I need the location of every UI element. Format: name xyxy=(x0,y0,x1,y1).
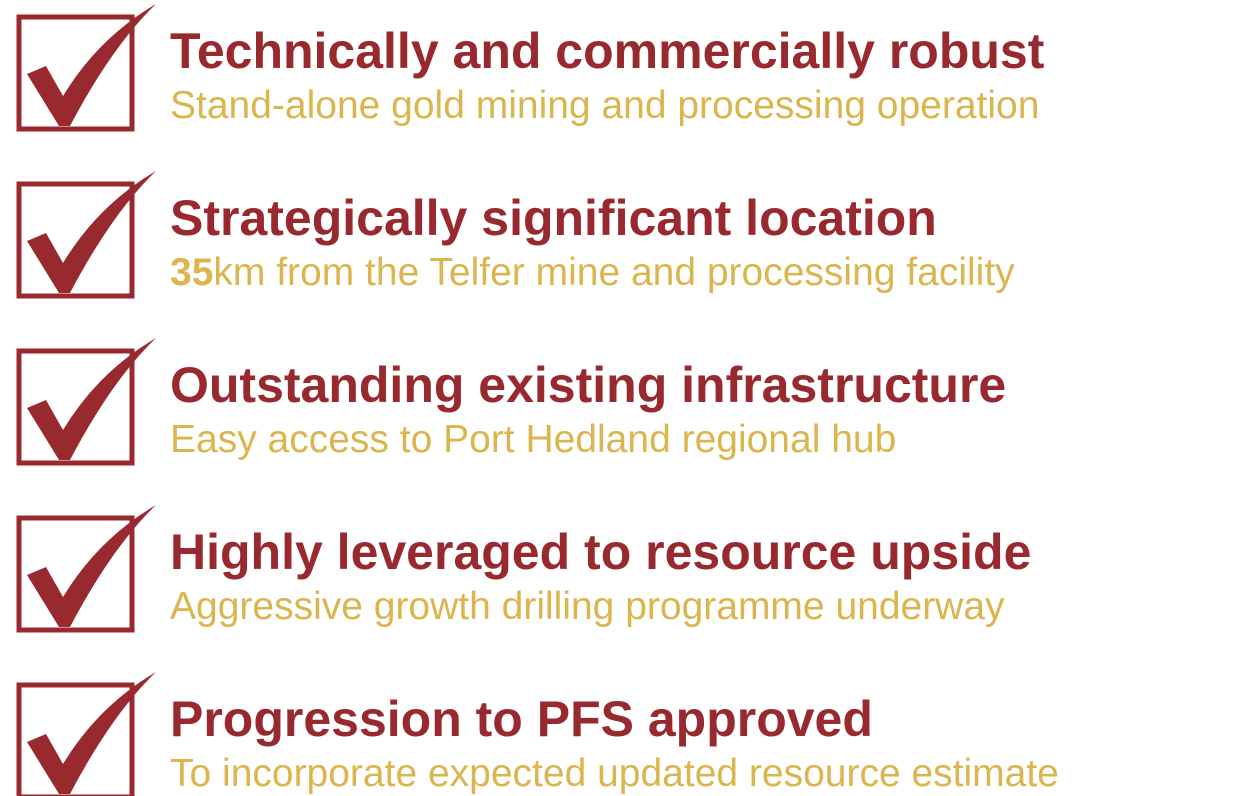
subtitle-text: Aggressive growth drilling programme und… xyxy=(170,585,1005,628)
check-mark xyxy=(27,672,156,794)
check-item: Strategically significant location 35km f… xyxy=(16,171,1015,299)
checkbox xyxy=(16,181,135,299)
check-item: Progression to PFS approved To incorporat… xyxy=(16,672,1059,796)
checkbox xyxy=(16,14,135,132)
item-heading: Strategically significant location xyxy=(170,190,937,246)
check-mark xyxy=(27,338,156,460)
subtitle-text: Stand-alone gold mining and processing o… xyxy=(170,84,1039,127)
subtitle-text: km from the Telfer mine and processing f… xyxy=(213,251,1015,294)
item-heading: Progression to PFS approved xyxy=(170,691,873,747)
item-heading: Highly leveraged to resource upside xyxy=(170,524,1031,580)
check-item: Highly leveraged to resource upside Aggre… xyxy=(16,505,1031,633)
check-item: Outstanding existing infrastructure Easy … xyxy=(16,338,1006,466)
item-heading: Technically and commercially robust xyxy=(170,23,1045,79)
item-subtitle: Easy access to Port Hedland regional hub xyxy=(170,418,896,461)
checkbox xyxy=(16,515,135,633)
item-subtitle: Aggressive growth drilling programme und… xyxy=(170,585,1005,628)
check-mark xyxy=(27,4,156,126)
check-mark xyxy=(27,171,156,293)
subtitle-emphasis: 35 xyxy=(170,251,213,294)
item-heading: Outstanding existing infrastructure xyxy=(170,357,1006,413)
item-subtitle: To incorporate expected updated resource… xyxy=(170,752,1059,795)
check-item: Technically and commercially robust Stand… xyxy=(16,4,1045,132)
check-mark xyxy=(27,505,156,627)
checkbox xyxy=(16,682,135,796)
checkbox xyxy=(16,348,135,466)
subtitle-text: To incorporate expected updated resource… xyxy=(170,752,1059,795)
item-subtitle: 35km from the Telfer mine and processing… xyxy=(170,251,1015,294)
item-subtitle: Stand-alone gold mining and processing o… xyxy=(170,84,1039,127)
subtitle-text: Easy access to Port Hedland regional hub xyxy=(170,418,896,461)
